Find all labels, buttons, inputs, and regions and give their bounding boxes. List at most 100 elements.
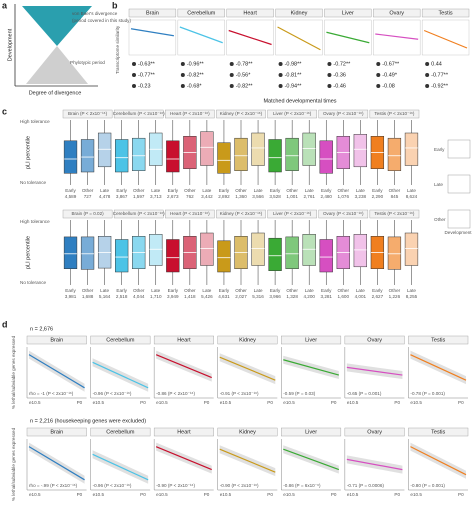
species-icon [376,62,381,66]
species-icon [180,62,185,66]
species-icon [327,62,332,66]
count-label: 3,981 [65,294,77,299]
species-icon [229,62,234,66]
group-label: Other [184,188,196,193]
legend-axis: Development [444,230,472,235]
group-label: Late [356,188,365,193]
box [285,137,299,171]
count-label: 4,589 [65,194,77,199]
group-label: Early [372,288,383,293]
facet-title: Brain [50,337,63,343]
species-icon [278,62,283,66]
facet-title: Testis [431,337,445,343]
group-label: Early [270,188,281,193]
facet-header [165,109,215,119]
facet-header [275,8,323,18]
axis-label: Development [7,28,13,61]
group-label: Early [65,188,76,193]
x-tick-label: e10.5 [29,492,41,497]
x-tick-label: e10.5 [220,400,232,405]
group-label: Early [168,288,179,293]
plot-frame [177,19,225,56]
facet-title: Cerebellum (P < 2x10⁻¹⁶) [113,111,165,116]
group-label: Late [254,188,263,193]
box [268,237,282,271]
group-label: Other [184,288,196,293]
rho-label: -0.80 (P = 0.001) [410,483,445,488]
group-label: Other [235,188,247,193]
x-tick-label: e10.5 [220,492,232,497]
group-label: Other [133,288,145,293]
rho-value: -0.92** [431,83,449,89]
box [319,239,333,273]
axis-label: Degree of divergence [29,90,82,96]
facet-title: Cerebellum [106,429,135,435]
facet-title: Kidney [291,10,308,16]
x-tick-label: P0 [140,492,146,497]
axis-label: % lethal/subviable genes expressed [11,427,16,501]
rho-label: rho = -.99 (P < 2x10⁻¹⁶) [29,483,78,488]
rho-value: 0.44 [431,61,442,67]
box [149,234,163,266]
x-tick-label: P0 [77,492,83,497]
facet-title: Brain [146,10,159,16]
species-icon [425,62,430,66]
facet-header [128,8,177,18]
x-tick-label: e10.5 [347,400,359,405]
divergence-cone [22,6,92,46]
trend-line [155,354,212,379]
group-label: Late [100,188,109,193]
axis-label: Matched developmental times [263,98,336,104]
count-label: 3,713 [150,194,162,199]
facet-title: Kidney (P < 2x10⁻¹⁶) [220,211,263,216]
rho-label: -0.59 (P = 0.03) [283,391,315,396]
facet-header [90,427,151,437]
group-label: Early [219,188,230,193]
group-label: Late [202,288,211,293]
axis-label: pLI percentile [25,236,31,269]
group-label: Other [82,188,94,193]
count-label: 1,710 [150,294,162,299]
rho-value: -0.23 [138,83,151,89]
axis-note: High tolerance [20,219,50,224]
rho-value: -0.36 [333,72,346,78]
facet-header [113,209,164,219]
facet-header [267,109,317,119]
plot-frame [421,19,470,56]
facet-header [217,335,278,345]
rho-value: -0.46 [333,83,346,89]
species-icon [376,84,381,88]
trend-line [283,448,340,471]
box [200,232,214,266]
species-icon [425,84,430,88]
group-label: Late [202,188,211,193]
group-label: Early [321,188,332,193]
facet-header [408,427,469,437]
plot-frame [373,19,421,56]
facet-header [267,209,317,219]
count-label: 4,044 [133,294,145,299]
group-label: Early [321,288,332,293]
group-label: Late [356,288,365,293]
plot-frame [324,19,372,56]
rho-value: -0.77** [138,72,156,78]
facet-title: Cerebellum (P < 2x10⁻¹⁶) [113,211,165,216]
count-label: 2,761 [303,194,315,199]
facet-title: Liver (P < 2x10⁻¹⁶) [273,211,312,216]
box [251,132,265,166]
rho-label: -0.86 (P = 6x10⁻⁶) [283,483,321,488]
group-label: Other [286,288,298,293]
x-tick-label: e10.5 [156,492,168,497]
box [302,132,316,166]
box [166,140,180,173]
box [234,137,248,171]
x-tick-label: P0 [331,492,337,497]
group-label: Late [407,188,416,193]
facet-title: Liver [342,10,354,16]
x-tick-label: P0 [140,400,146,405]
box [217,142,231,174]
count-label: 845 [391,194,399,199]
plot-frame [226,19,274,56]
trend-line [326,31,370,44]
facet-header [153,427,214,437]
